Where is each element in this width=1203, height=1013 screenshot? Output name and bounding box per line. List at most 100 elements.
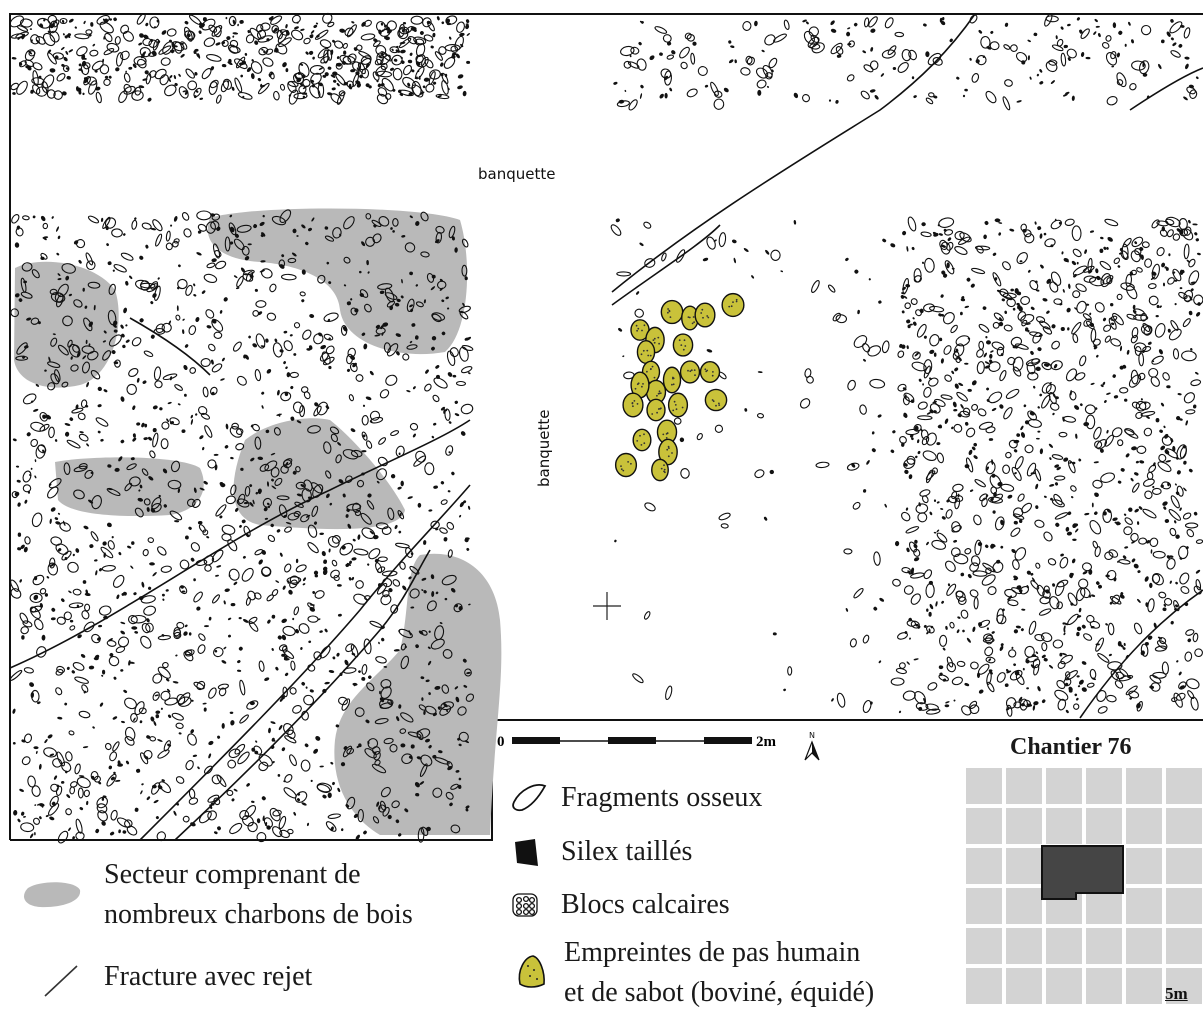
footprint-speckle	[634, 387, 637, 390]
bone-fragment-mark	[904, 302, 911, 310]
flint-mark	[15, 465, 20, 468]
footprint-speckle	[630, 462, 632, 465]
flint-mark	[117, 763, 123, 767]
bone-fragment-mark	[226, 789, 234, 796]
flint-mark	[1134, 508, 1139, 513]
flint-mark	[400, 49, 406, 54]
bone-fragment-mark	[193, 591, 203, 603]
flint-mark	[229, 241, 234, 245]
flint-mark	[328, 281, 332, 285]
flint-mark	[329, 502, 333, 506]
flint-mark	[170, 224, 173, 227]
flint-mark	[143, 34, 149, 40]
bone-fragment-mark	[740, 67, 751, 76]
flint-mark	[845, 257, 849, 262]
footprint-speckle	[653, 341, 656, 344]
bone-fragment-mark	[420, 826, 429, 836]
flint-mark	[347, 523, 352, 529]
flint-mark	[223, 600, 226, 605]
bone-fragment-mark	[111, 228, 123, 238]
flint-mark	[36, 701, 41, 705]
flint-mark	[275, 580, 280, 583]
flint-mark	[143, 437, 148, 441]
flint-mark	[878, 300, 882, 304]
flint-mark	[1134, 241, 1138, 245]
bone-fragment-mark	[1172, 348, 1180, 360]
bone-fragment-mark	[376, 468, 387, 481]
bone-fragment-mark	[330, 569, 340, 579]
flint-mark	[460, 43, 464, 48]
flint-mark	[412, 386, 416, 390]
bone-fragment-mark	[128, 368, 139, 377]
bone-fragment-mark	[108, 655, 120, 667]
bone-fragment-mark	[365, 236, 376, 247]
flint-mark	[407, 496, 413, 499]
bone-fragment-mark	[392, 218, 399, 227]
bone-fragment-mark	[905, 526, 920, 534]
bone-fragment-mark	[57, 344, 69, 356]
flint-mark	[40, 215, 46, 222]
flint-mark	[999, 404, 1004, 409]
flint-mark	[92, 726, 95, 729]
bone-fragment-mark	[209, 79, 219, 89]
flint-mark	[412, 27, 417, 32]
bone-fragment-mark	[31, 269, 40, 279]
flint-mark	[1076, 675, 1080, 678]
flint-mark	[1160, 402, 1165, 407]
bone-fragment-mark	[450, 824, 461, 834]
flint-mark	[285, 68, 289, 73]
bone-fragment-mark	[84, 603, 91, 612]
flint-mark	[109, 18, 112, 21]
flint-mark	[199, 22, 203, 27]
flint-mark	[196, 252, 202, 256]
bone-fragment-mark	[69, 786, 76, 795]
flint-mark	[108, 765, 113, 770]
bone-fragment-mark	[109, 751, 118, 762]
bone-fragment-mark	[361, 415, 369, 426]
flint-mark	[870, 28, 876, 33]
flint-mark	[35, 39, 41, 44]
bone-fragment-mark	[445, 791, 454, 800]
flint-mark	[1165, 460, 1172, 463]
flint-mark	[95, 828, 100, 834]
flint-mark	[1033, 32, 1038, 37]
bone-fragment-mark	[267, 534, 276, 543]
bone-fragment-mark	[632, 673, 644, 684]
flint-mark	[396, 716, 400, 722]
bone-fragment-mark	[228, 222, 237, 236]
flint-mark	[244, 354, 249, 360]
flint-mark	[971, 380, 977, 386]
bone-fragment-mark	[47, 382, 56, 391]
flint-mark	[1015, 625, 1021, 629]
flint-mark	[1048, 443, 1053, 448]
flint-mark	[951, 370, 955, 375]
bone-fragment-mark	[367, 738, 379, 749]
footprint-speckle	[689, 370, 692, 373]
flint-mark	[884, 503, 887, 508]
bone-fragment-mark	[846, 74, 855, 82]
bone-fragment-mark	[246, 700, 259, 710]
bone-fragment-mark	[290, 660, 296, 671]
bone-fragment-mark	[55, 293, 64, 308]
bone-fragment-mark	[160, 438, 169, 450]
bone-fragment-mark	[282, 686, 288, 698]
flint-mark	[986, 340, 991, 345]
flint-mark	[17, 818, 21, 823]
flint-mark	[1081, 624, 1086, 629]
flint-mark	[68, 827, 71, 832]
flint-mark	[336, 56, 340, 60]
bone-fragment-mark	[1079, 355, 1087, 367]
artefact-scatter	[9, 12, 1203, 844]
bone-fragment-mark	[923, 569, 933, 580]
flint-mark	[239, 524, 242, 528]
bone-fragment-mark	[276, 495, 290, 501]
bone-fragment-mark	[385, 374, 398, 386]
flint-mark	[11, 57, 17, 60]
bone-fragment-mark	[55, 785, 63, 796]
flint-mark	[256, 818, 261, 824]
bone-fragment-mark	[184, 649, 193, 656]
bone-fragment-mark	[1058, 431, 1068, 438]
bone-fragment-mark	[302, 78, 311, 88]
flint-mark	[615, 218, 620, 223]
bone-fragment-mark	[130, 614, 147, 624]
